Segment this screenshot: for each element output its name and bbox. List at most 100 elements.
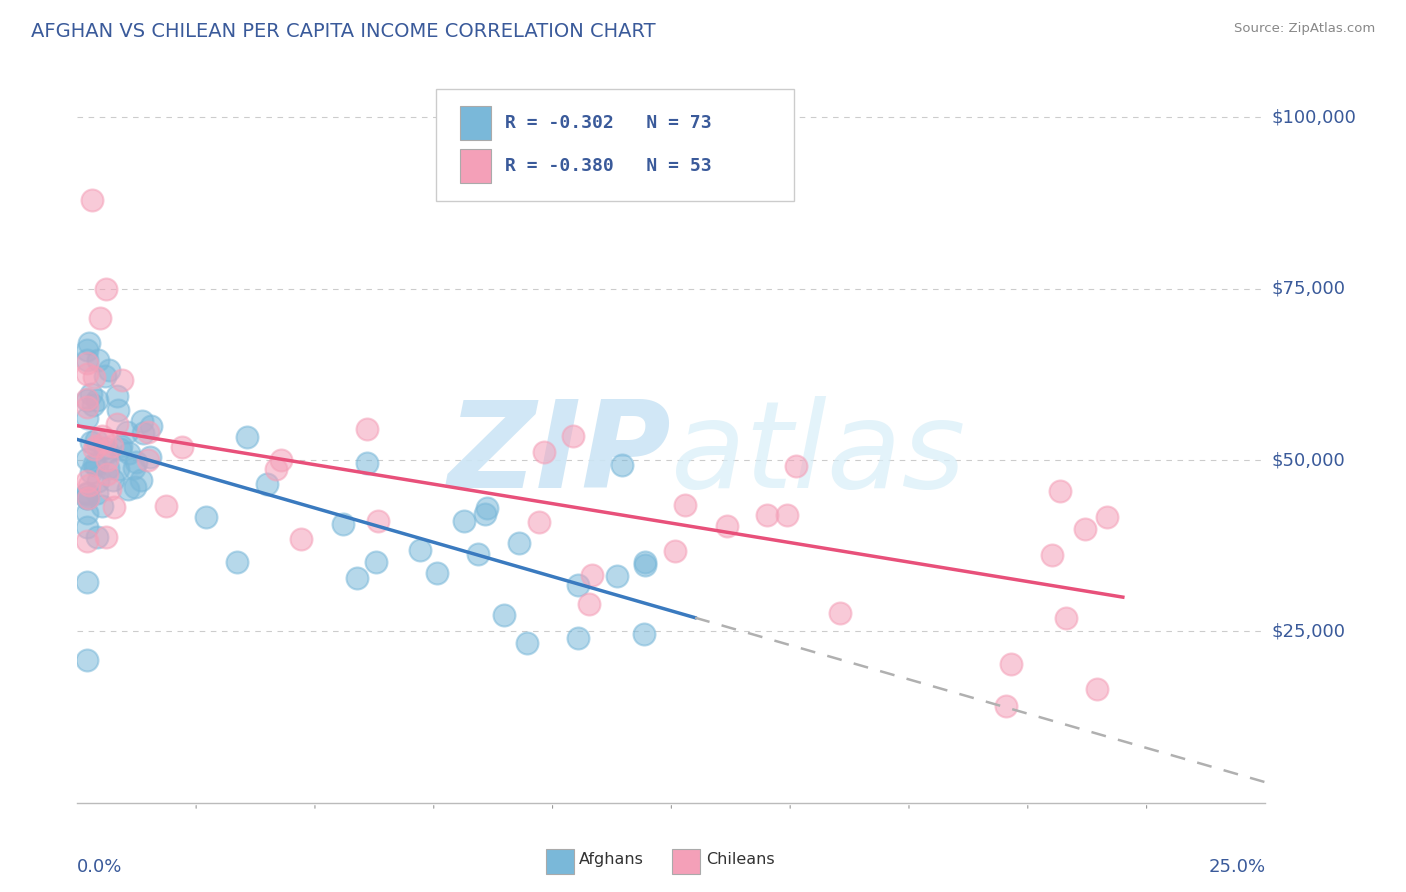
Point <box>124 480 146 494</box>
Point <box>76 534 98 549</box>
Point <box>467 547 489 561</box>
Point <box>76 485 98 500</box>
Point <box>494 607 516 622</box>
Text: $50,000: $50,000 <box>1271 451 1346 469</box>
Point <box>1074 522 1097 536</box>
Text: Afghans: Afghans <box>579 853 644 867</box>
Point <box>527 516 550 530</box>
Point <box>664 544 686 558</box>
Point <box>105 389 128 403</box>
Point <box>346 571 368 585</box>
Point <box>290 532 312 546</box>
Point <box>225 555 247 569</box>
Point <box>122 460 145 475</box>
Point <box>97 444 120 458</box>
Point <box>129 473 152 487</box>
Point <box>1040 549 1063 563</box>
Point <box>93 441 115 455</box>
Point <box>76 393 98 408</box>
Point <box>96 467 118 481</box>
Point <box>256 477 278 491</box>
Point <box>97 461 120 475</box>
Point <box>107 462 129 476</box>
Point <box>77 491 100 505</box>
Text: 25.0%: 25.0% <box>1208 858 1265 876</box>
Point <box>103 500 125 514</box>
Point <box>195 510 218 524</box>
Point <box>474 507 496 521</box>
Point <box>567 577 589 591</box>
Point <box>76 486 98 500</box>
Point <box>356 456 378 470</box>
Text: Source: ZipAtlas.com: Source: ZipAtlas.com <box>1234 22 1375 36</box>
Point <box>76 506 98 520</box>
Point <box>105 417 128 431</box>
Point <box>516 636 538 650</box>
Point <box>76 392 98 406</box>
Point <box>79 477 101 491</box>
Point <box>332 517 354 532</box>
Point <box>270 452 292 467</box>
Point <box>426 566 449 580</box>
Point <box>141 419 163 434</box>
Text: R = -0.380   N = 53: R = -0.380 N = 53 <box>505 157 711 175</box>
Point <box>97 363 120 377</box>
Point <box>90 428 112 442</box>
Point <box>77 336 100 351</box>
Point <box>86 531 108 545</box>
Point <box>93 435 115 450</box>
Point <box>367 514 389 528</box>
Point <box>776 508 799 523</box>
Point <box>138 450 160 464</box>
Point <box>103 474 125 488</box>
Point <box>76 368 98 382</box>
Point <box>83 458 105 472</box>
Point <box>94 282 117 296</box>
Point <box>409 542 432 557</box>
Point <box>356 422 378 436</box>
Point <box>76 491 98 505</box>
Point <box>264 462 287 476</box>
Text: $100,000: $100,000 <box>1271 108 1357 127</box>
Point <box>633 627 655 641</box>
Point <box>136 453 159 467</box>
Point <box>110 439 132 453</box>
Point <box>83 370 105 384</box>
Point <box>86 392 108 407</box>
Point <box>561 429 583 443</box>
Point <box>131 425 153 440</box>
Text: ZIP: ZIP <box>447 396 672 513</box>
Point <box>673 498 696 512</box>
Point <box>101 439 124 453</box>
Point <box>80 387 103 401</box>
Point <box>118 446 141 460</box>
Point <box>76 653 98 667</box>
Point <box>86 485 108 500</box>
Point <box>1085 681 1108 696</box>
Point <box>111 373 134 387</box>
Point <box>172 440 194 454</box>
Point <box>1054 610 1077 624</box>
Point <box>76 355 98 369</box>
Point <box>606 569 628 583</box>
Point <box>94 530 117 544</box>
Point <box>82 398 104 412</box>
Point <box>155 499 177 513</box>
Point <box>76 451 98 466</box>
Point <box>533 445 555 459</box>
Point <box>84 439 107 453</box>
Point <box>93 369 115 384</box>
Point <box>76 491 98 505</box>
Point <box>98 482 121 496</box>
Point <box>1000 657 1022 672</box>
Point <box>117 482 139 496</box>
Point <box>756 508 779 522</box>
Point <box>453 514 475 528</box>
Point <box>581 567 603 582</box>
Point <box>1095 509 1118 524</box>
Point <box>125 455 148 469</box>
Point <box>117 425 139 439</box>
Point <box>76 353 98 368</box>
Point <box>612 458 634 472</box>
Point <box>785 459 807 474</box>
